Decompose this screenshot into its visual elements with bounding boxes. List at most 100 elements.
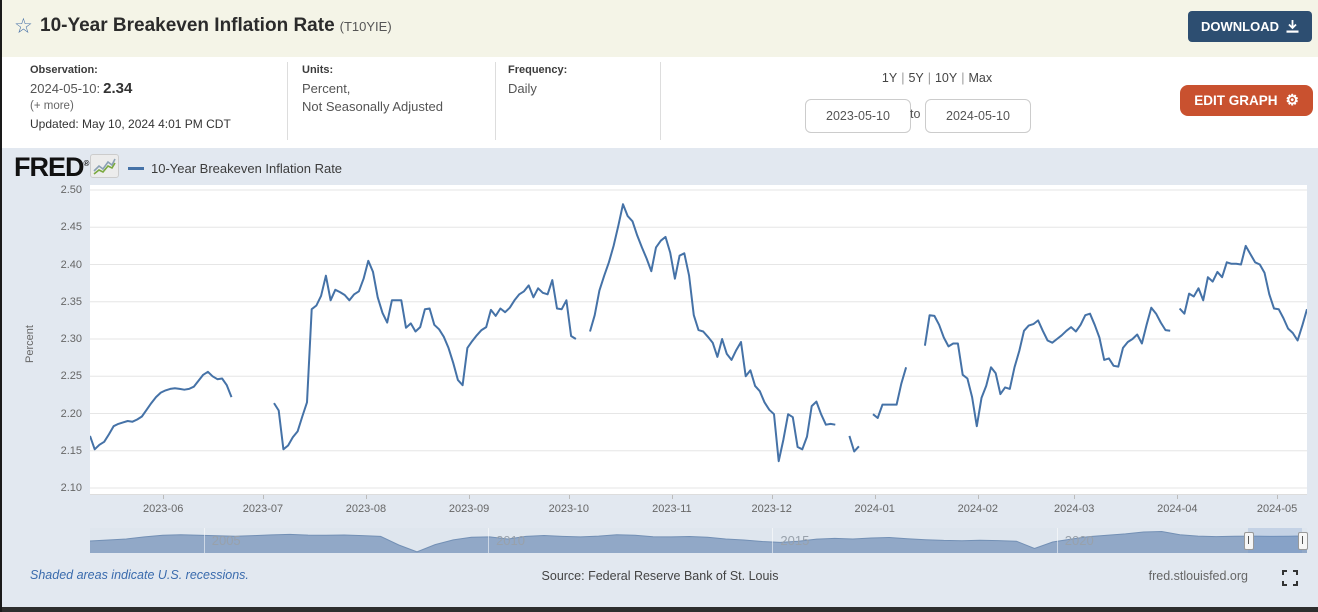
observation-value: 2.34 bbox=[103, 80, 133, 97]
minimap-year-gridline bbox=[1056, 528, 1058, 553]
minimap-year-label: 2010 bbox=[496, 533, 525, 548]
y-tick-label: 2.30 bbox=[60, 333, 82, 345]
series-id: (T10YIE) bbox=[339, 19, 392, 34]
x-tick-mark bbox=[262, 495, 264, 499]
bottom-bar bbox=[2, 607, 1318, 612]
range-option-max[interactable]: Max bbox=[968, 71, 993, 85]
site-url: fred.stlouisfed.org bbox=[1148, 569, 1248, 583]
x-tick-mark bbox=[568, 495, 570, 499]
y-axis-title: Percent bbox=[24, 325, 36, 363]
y-tick-label: 2.25 bbox=[60, 370, 82, 383]
to-label: to bbox=[910, 107, 921, 121]
divider bbox=[287, 62, 288, 140]
x-tick-mark bbox=[771, 495, 773, 499]
legend-label: 10-Year Breakeven Inflation Rate bbox=[151, 161, 343, 176]
plot-area[interactable] bbox=[89, 185, 1308, 495]
minimap-year-label: 2015 bbox=[780, 533, 810, 548]
y-tick-label: 2.10 bbox=[60, 482, 82, 494]
minimap-selected-range[interactable] bbox=[1247, 528, 1302, 553]
x-tick-label: 2024-03 bbox=[1054, 503, 1095, 515]
x-tick-mark bbox=[163, 495, 165, 499]
series-title: 10-Year Breakeven Inflation Rate bbox=[40, 15, 335, 36]
x-tick-label: 2023-12 bbox=[751, 503, 792, 515]
units-value: Percent, Not Seasonally Adjusted bbox=[302, 80, 443, 115]
units-line-2: Not Seasonally Adjusted bbox=[302, 98, 443, 114]
x-tick-mark bbox=[1074, 495, 1076, 499]
x-tick-mark bbox=[1177, 495, 1179, 499]
frequency-label: Frequency: bbox=[508, 64, 568, 76]
observation-date: 2024-05-10: bbox=[30, 81, 101, 96]
source-attribution: Source: Federal Reserve Bank of St. Loui… bbox=[541, 569, 779, 583]
right-range-handle[interactable] bbox=[1297, 532, 1308, 550]
x-tick-label: 2023-07 bbox=[242, 503, 284, 515]
x-tick-mark bbox=[874, 495, 876, 499]
x-tick-mark bbox=[1277, 495, 1279, 499]
units-label: Units: bbox=[302, 64, 334, 76]
recessions-note-link[interactable]: Shaded areas indicate U.S. recessions. bbox=[30, 568, 249, 582]
divider bbox=[495, 62, 496, 140]
range-option-5y[interactable]: 5Y bbox=[908, 71, 924, 85]
x-tick-label: 2024-04 bbox=[1157, 503, 1198, 515]
minimap-year-gridline bbox=[772, 528, 774, 553]
download-icon bbox=[1286, 20, 1299, 33]
x-tick-label: 2023-08 bbox=[345, 503, 387, 515]
x-tick-label: 2023-10 bbox=[548, 503, 589, 515]
y-tick-label: 2.40 bbox=[60, 258, 82, 271]
frequency-value: Daily bbox=[508, 81, 537, 96]
graph-region: FRED® 10-Year Breakeven Inflation Rate P… bbox=[2, 148, 1318, 607]
start-date-input[interactable] bbox=[805, 99, 911, 133]
x-tick-label: 2024-02 bbox=[957, 503, 998, 515]
page-title: 10-Year Breakeven Inflation Rate (T10YIE) bbox=[40, 15, 392, 37]
range-separator: | bbox=[927, 71, 931, 85]
left-range-handle[interactable] bbox=[1243, 532, 1254, 550]
edit-graph-button[interactable]: EDIT GRAPH ⚙ bbox=[1180, 85, 1313, 116]
x-tick-mark bbox=[365, 495, 367, 499]
x-tick-label: 2023-11 bbox=[652, 503, 692, 515]
frequency-block: Frequency: Daily bbox=[508, 64, 567, 98]
y-tick-label: 2.20 bbox=[60, 407, 82, 420]
range-option-1y[interactable]: 1Y bbox=[881, 71, 898, 85]
range-option-10y[interactable]: 10Y bbox=[934, 71, 958, 85]
fred-logo-text: FRED bbox=[14, 152, 84, 182]
observation-label: Observation: bbox=[30, 64, 98, 76]
range-separator: | bbox=[961, 71, 965, 85]
minimap-year-gridline bbox=[203, 528, 205, 553]
x-tick-mark bbox=[469, 495, 471, 499]
units-line-1: Percent, bbox=[302, 81, 351, 96]
divider bbox=[660, 62, 661, 140]
fullscreen-button[interactable] bbox=[1282, 570, 1298, 586]
y-tick-label: 2.35 bbox=[60, 295, 82, 308]
fred-logo-chart-icon bbox=[90, 154, 119, 178]
meta-row: Observation: 2024-05-10: 2.34 (+ more) Up… bbox=[2, 57, 1318, 148]
range-separator: | bbox=[901, 71, 905, 85]
favorite-star-icon[interactable]: ☆ bbox=[14, 15, 33, 38]
x-tick-label: 2023-06 bbox=[142, 503, 184, 515]
x-tick-mark bbox=[671, 495, 673, 499]
x-tick-label: 2024-01 bbox=[854, 503, 895, 515]
y-tick-label: 2.45 bbox=[60, 221, 82, 234]
observation-value-line: 2024-05-10: 2.34 bbox=[30, 80, 231, 97]
registered-mark: ® bbox=[83, 159, 90, 168]
legend-line-swatch bbox=[128, 167, 144, 170]
y-tick-label: 2.50 bbox=[60, 184, 82, 196]
gear-icon: ⚙ bbox=[1285, 92, 1299, 109]
chart-legend: 10-Year Breakeven Inflation Rate bbox=[128, 161, 342, 176]
range-selector: 1Y | 5Y | 10Y | Max bbox=[847, 71, 1027, 85]
more-observations-link[interactable]: (+ more) bbox=[30, 100, 74, 112]
x-tick-label: 2023-09 bbox=[448, 503, 490, 515]
units-block: Units: Percent, Not Seasonally Adjusted bbox=[302, 64, 443, 115]
minimap-year-label: 2020 bbox=[1064, 533, 1094, 548]
minimap-year-gridline bbox=[488, 528, 490, 553]
end-date-input[interactable] bbox=[925, 99, 1031, 133]
minimap-year-label: 2005 bbox=[211, 533, 241, 548]
edit-graph-label: EDIT GRAPH bbox=[1194, 93, 1278, 108]
download-button[interactable]: DOWNLOAD bbox=[1188, 11, 1312, 42]
header-bar: ☆ 10-Year Breakeven Inflation Rate (T10YI… bbox=[2, 0, 1318, 57]
range-slider-minimap[interactable]: 2005 2010 2015 2020 bbox=[89, 528, 1308, 553]
x-tick-mark bbox=[977, 495, 979, 499]
observation-block: Observation: 2024-05-10: 2.34 (+ more) Up… bbox=[30, 64, 231, 131]
y-tick-label: 2.15 bbox=[60, 444, 82, 457]
x-tick-label: 2024-05 bbox=[1256, 503, 1298, 515]
updated-timestamp: Updated: May 10, 2024 4:01 PM CDT bbox=[30, 117, 231, 131]
